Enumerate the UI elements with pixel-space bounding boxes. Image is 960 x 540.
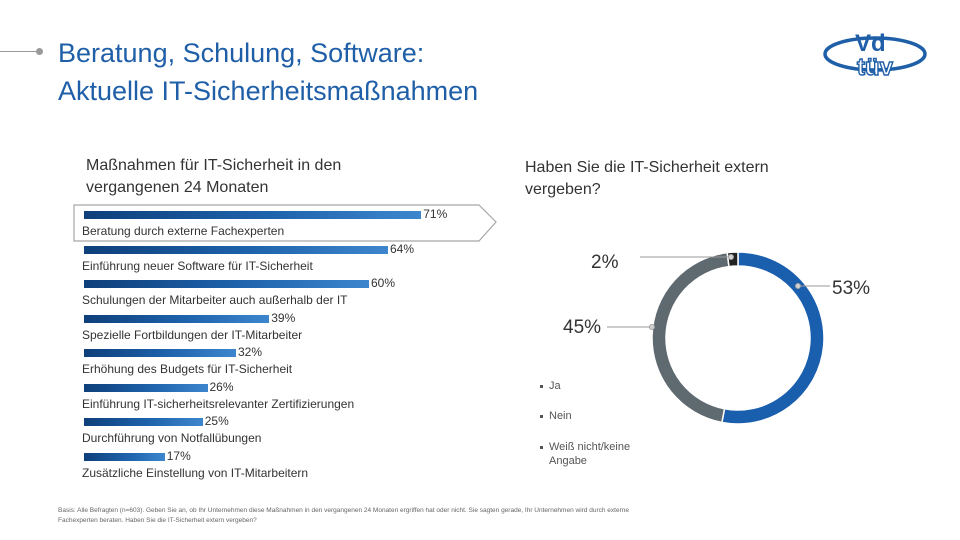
bar-category-label: Beratung durch externe Fachexperten: [82, 224, 285, 238]
bar: [84, 349, 236, 357]
footnote-line1: Basis: Alle Befragten (n=603). Geben Sie…: [58, 507, 629, 514]
title-rule-dot: [36, 48, 43, 55]
donut-slice-nein: [651, 251, 730, 424]
legend-bullet-icon: [540, 445, 543, 449]
legend-label-weiss-line1: Weiß nicht/keine: [549, 441, 631, 453]
bar-value-label: 26%: [209, 379, 234, 394]
bar-value-label: 60%: [371, 276, 396, 290]
page-title-line2: Aktuelle IT-Sicherheitsmaßnahmen: [58, 76, 479, 106]
bar-chart-title: Maßnahmen für IT-Sicherheit in den verga…: [86, 157, 342, 196]
bar-value-label: 71%: [423, 207, 448, 221]
logo-text-bottom: tüv: [857, 54, 894, 81]
legend-item-nein: Nein: [540, 409, 572, 423]
bar: [84, 452, 165, 461]
bar-category-label: Durchführung von Notfallübungen: [82, 431, 262, 445]
bar: [84, 280, 369, 288]
bar-category-label: Einführung neuer Software für IT-Sicherh…: [82, 258, 313, 273]
bar: [84, 383, 208, 392]
leader-dot: [795, 282, 802, 289]
slice-label-ja: 53%: [832, 278, 871, 299]
footnote-line2: Fachexperten beraten. Haben Sie die IT-S…: [58, 517, 257, 524]
donut-chart-title: Haben Sie die IT-Sicherheit extern verge…: [525, 159, 769, 198]
slice-label-nein: 45%: [563, 317, 602, 338]
bar: [84, 418, 203, 426]
legend-bullet-icon: [540, 414, 543, 418]
legend-label-weiss-line2: Angabe: [549, 455, 587, 467]
bar-value-label: 64%: [390, 241, 415, 256]
bar-category-label: Schulungen der Mitarbeiter auch außerhal…: [82, 293, 348, 307]
page-title: Beratung, Schulung, Software: Aktuelle I…: [58, 34, 478, 110]
vdtuev-logo: Vd tüv: [823, 30, 927, 82]
bar-value-label: 32%: [238, 345, 263, 359]
leader-dot: [649, 323, 656, 330]
bar-category-label: Spezielle Fortbildungen der IT-Mitarbeit…: [82, 327, 303, 342]
bar: [84, 211, 422, 219]
donut-slice-ja: [721, 251, 825, 425]
slice-label-weiss-nicht: 2%: [591, 252, 619, 273]
legend-label-ja: Ja: [549, 380, 561, 392]
bar-category-label: Erhöhung des Budgets für IT-Sicherheit: [82, 362, 293, 376]
bar: [84, 314, 270, 323]
leader-dot: [728, 253, 735, 260]
legend-label-nein: Nein: [549, 410, 572, 422]
legend-item-ja: Ja: [540, 379, 561, 393]
page-title-line1: Beratung, Schulung, Software:: [58, 38, 425, 68]
legend-item-weiss-nicht: Weiß nicht/keine Angabe: [540, 440, 630, 468]
legend-bullet-icon: [540, 384, 543, 388]
bar: [84, 245, 388, 254]
bar-category-label: Zusätzliche Einstellung von IT-Mitarbeit…: [82, 465, 309, 480]
highlight-callout: [73, 204, 497, 242]
bar-value-label: 17%: [166, 448, 191, 463]
footnote: Basis: Alle Befragten (n=603). Geben Sie…: [58, 506, 778, 526]
bar-category-label: Einführung IT-sicherheitsrelevanter Zert…: [82, 396, 355, 411]
bar-value-label: 25%: [204, 414, 229, 428]
bar-value-label: 39%: [271, 310, 296, 325]
title-rule: [0, 51, 40, 52]
logo-text-top: Vd: [855, 30, 886, 57]
